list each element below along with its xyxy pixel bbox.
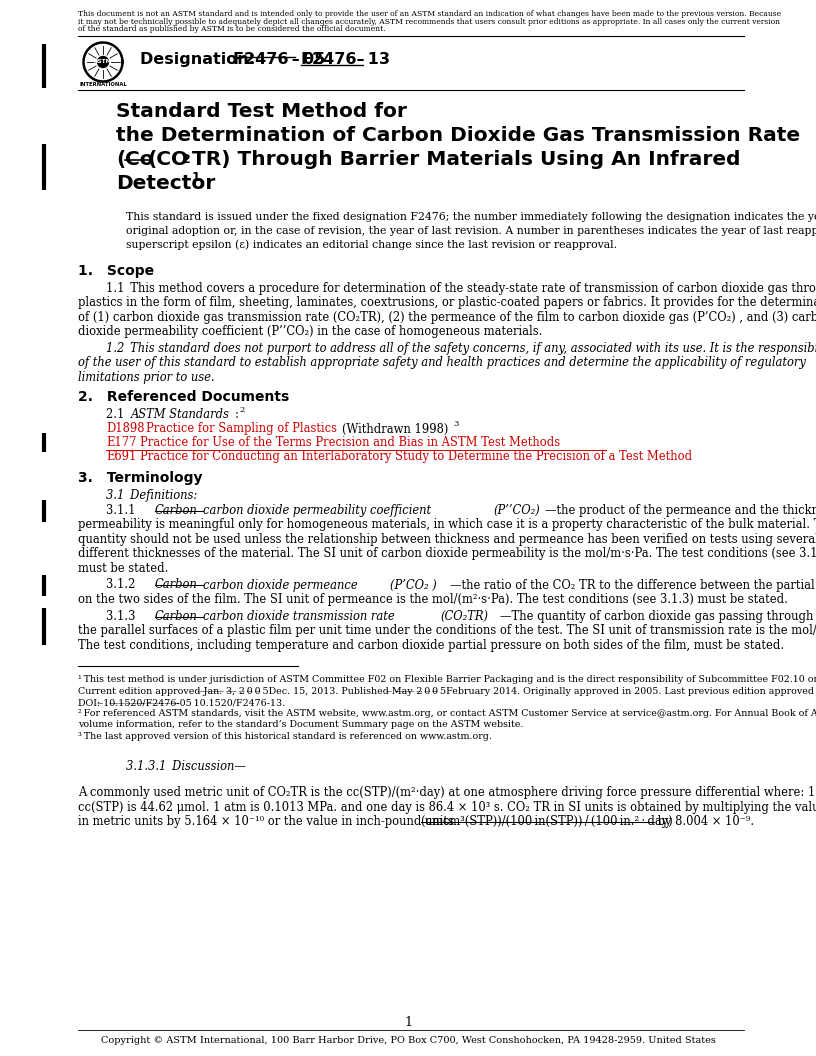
Text: it may not be technically possible to adequately depict all changes accurately, : it may not be technically possible to ad…: [78, 18, 780, 25]
Text: ² For referenced ASTM standards, visit the ASTM website, www.astm.org, or contac: ² For referenced ASTM standards, visit t…: [78, 709, 816, 717]
Text: ¹ This test method is under jurisdiction of ASTM Committee F02 on Flexible Barri: ¹ This test method is under jurisdiction…: [78, 675, 816, 684]
Text: (P’’CO₂): (P’’CO₂): [493, 504, 539, 517]
Text: Standard Test Method for: Standard Test Method for: [116, 102, 407, 121]
Text: (cmcm³(STP))/(100 in(STP)) / (100 in.² · day): (cmcm³(STP))/(100 in(STP)) / (100 in.² ·…: [421, 815, 672, 828]
Text: by 8.004 × 10⁻⁹.: by 8.004 × 10⁻⁹.: [654, 815, 754, 828]
Text: 3.1.3.1 Discussion—: 3.1.3.1 Discussion—: [126, 760, 246, 773]
Text: carbon dioxide transmission rate: carbon dioxide transmission rate: [203, 610, 395, 623]
Text: A commonly used metric unit of CO₂TR is the cc(STP)/(m²·day) at one atmosphere d: A commonly used metric unit of CO₂TR is …: [78, 786, 815, 799]
Text: original adoption or, in the case of revision, the year of last revision. A numb: original adoption or, in the case of rev…: [126, 226, 816, 235]
Text: 1: 1: [192, 171, 200, 184]
Text: TR) Through Barrier Materials Using An Infrared: TR) Through Barrier Materials Using An I…: [192, 150, 740, 169]
Text: of the standard as published by ASTM is to be considered the official document.: of the standard as published by ASTM is …: [78, 25, 386, 33]
Text: plastics in the form of film, sheeting, laminates, coextrusions, or plastic-coat: plastics in the form of film, sheeting, …: [78, 297, 816, 309]
Text: Carbon: Carbon: [154, 579, 197, 591]
Text: This standard is issued under the fixed designation F2476; the number immediatel: This standard is issued under the fixed …: [126, 212, 816, 222]
Text: 3. Terminology: 3. Terminology: [78, 471, 202, 485]
Text: 1: 1: [404, 1016, 412, 1029]
Text: carbon dioxide permeability coefficient: carbon dioxide permeability coefficient: [203, 504, 431, 517]
Text: ³ The last approved version of this historical standard is referenced on www.ast: ³ The last approved version of this hist…: [78, 732, 492, 741]
Text: cc(STP) is 44.62 μmol. 1 atm is 0.1013 MPa. and one day is 86.4 × 10³ s. CO₂ TR : cc(STP) is 44.62 μmol. 1 atm is 0.1013 M…: [78, 800, 816, 813]
Text: Copyright © ASTM International, 100 Barr Harbor Drive, PO Box C700, West Conshoh: Copyright © ASTM International, 100 Barr…: [100, 1036, 716, 1045]
Text: Detector: Detector: [116, 174, 215, 193]
Text: (Withdrawn 1998): (Withdrawn 1998): [343, 422, 449, 435]
Text: (CO: (CO: [148, 150, 188, 169]
Text: 3.1.3: 3.1.3: [106, 610, 141, 623]
Text: F2476– 13: F2476– 13: [301, 52, 390, 67]
Text: (P’CO₂ ): (P’CO₂ ): [390, 579, 437, 591]
Text: 2.1: 2.1: [106, 408, 130, 421]
Text: E691: E691: [106, 451, 136, 464]
Text: the parallel surfaces of a plastic film per unit time under the conditions of th: the parallel surfaces of a plastic film …: [78, 624, 816, 638]
Text: permeability is meaningful only for homogeneous materials, in which case it is a: permeability is meaningful only for homo…: [78, 518, 816, 531]
Text: The test conditions, including temperature and carbon dioxide partial pressure o: The test conditions, including temperatu…: [78, 639, 784, 652]
Text: 3.1.2: 3.1.2: [106, 579, 141, 591]
Text: 1. Scope: 1. Scope: [78, 264, 154, 278]
Text: superscript epsilon (ε) indicates an editorial change since the last revision or: superscript epsilon (ε) indicates an edi…: [126, 239, 617, 249]
Text: This document is not an ASTM standard and is intended only to provide the user o: This document is not an ASTM standard an…: [78, 10, 781, 18]
Text: Carbon: Carbon: [154, 504, 197, 517]
Text: E177: E177: [106, 436, 136, 450]
Text: 2. Referenced Documents: 2. Referenced Documents: [78, 390, 289, 404]
Text: Designation:: Designation:: [140, 52, 261, 67]
Text: 2: 2: [239, 406, 244, 414]
Text: of (1) carbon dioxide gas transmission rate (CO₂TR), (2) the permeance of the fi: of (1) carbon dioxide gas transmission r…: [78, 312, 816, 324]
Text: in metric units by 5.164 × 10⁻¹⁰ or the value in inch-pound units: in metric units by 5.164 × 10⁻¹⁰ or the …: [78, 815, 458, 828]
Text: must be stated.: must be stated.: [78, 562, 168, 576]
Text: INTERNATIONAL: INTERNATIONAL: [79, 82, 127, 87]
Text: —The quantity of carbon dioxide gas passing through a unit area of: —The quantity of carbon dioxide gas pass…: [500, 610, 816, 623]
Text: carbon dioxide permeance: carbon dioxide permeance: [203, 579, 357, 591]
Text: of the user of this standard to establish appropriate safety and health practice: of the user of this standard to establis…: [78, 357, 806, 370]
Text: dioxide permeability coefficient (P’’CO₂) in the case of homogeneous materials.: dioxide permeability coefficient (P’’CO₂…: [78, 325, 543, 339]
Text: different thicknesses of the material. The SI unit of carbon dioxide permeabilit: different thicknesses of the material. T…: [78, 547, 816, 561]
Text: 3: 3: [453, 420, 459, 429]
Text: 3.1.1: 3.1.1: [106, 504, 141, 517]
Text: 2: 2: [181, 153, 190, 166]
Text: 3.1 Definitions:: 3.1 Definitions:: [106, 489, 197, 502]
Text: Practice for Conducting an Interlaboratory Study to Determine the Precision of a: Practice for Conducting an Interlaborato…: [140, 451, 692, 464]
Text: Co: Co: [125, 150, 153, 169]
Text: the Determination of Carbon Dioxide Gas Transmission Rate: the Determination of Carbon Dioxide Gas …: [116, 126, 800, 145]
Circle shape: [97, 57, 109, 68]
Text: 1.2 This standard does not purport to address all of the safety concerns, if any: 1.2 This standard does not purport to ad…: [106, 342, 816, 355]
Text: Carbon: Carbon: [154, 610, 197, 623]
Text: limitations prior to use.: limitations prior to use.: [78, 371, 215, 384]
Text: volume information, refer to the standard’s Document Summary page on the ASTM we: volume information, refer to the standar…: [78, 720, 523, 729]
Text: Practice for Sampling of Plastics: Practice for Sampling of Plastics: [147, 422, 338, 435]
Text: D1898: D1898: [106, 422, 144, 435]
Text: :: :: [234, 408, 238, 421]
Text: on the two sides of the film. The SI unit of permeance is the mol/(m²·s·Pa). The: on the two sides of the film. The SI uni…: [78, 593, 788, 606]
Text: —the ratio of the CO₂ TR to the difference between the partial pressure of CO₂: —the ratio of the CO₂ TR to the differen…: [450, 579, 816, 591]
Text: quantity should not be used unless the relationship between thickness and permea: quantity should not be used unless the r…: [78, 533, 816, 546]
Text: DOI: ̶10̶.̶1̶5̶2̶0̶/̶F̶2̶4̶7̶6̶-̶05 10.1520/F2476-13.: DOI: ̶10̶.̶1̶5̶2̶0̶/̶F̶2̶4̶7̶6̶-̶05 10.1…: [78, 698, 285, 708]
Text: 1.1 This method covers a procedure for determination of the steady-state rate of: 1.1 This method covers a procedure for d…: [106, 282, 816, 295]
Text: (: (: [116, 150, 125, 169]
Text: ASTM: ASTM: [94, 59, 112, 64]
Text: Practice for Use of the Terms Precision and Bias in ASTM Test Methods: Practice for Use of the Terms Precision …: [140, 436, 560, 450]
Text: ASTM Standards: ASTM Standards: [131, 408, 229, 421]
Text: (CO₂TR): (CO₂TR): [440, 610, 488, 623]
Text: F2476 – 05: F2476 – 05: [233, 52, 326, 67]
Text: Current edition approved ̶J̶a̶n̶.̶ ̶ 3̶,̶ ̶ 2̶ 0̶ 0̶ 5Dec. 15, 2013. Published ̶: Current edition approved ̶J̶a̶n̶.̶ ̶ 3̶,…: [78, 686, 816, 696]
Text: —the product of the permeance and the thickness of film. The: —the product of the permeance and the th…: [545, 504, 816, 517]
